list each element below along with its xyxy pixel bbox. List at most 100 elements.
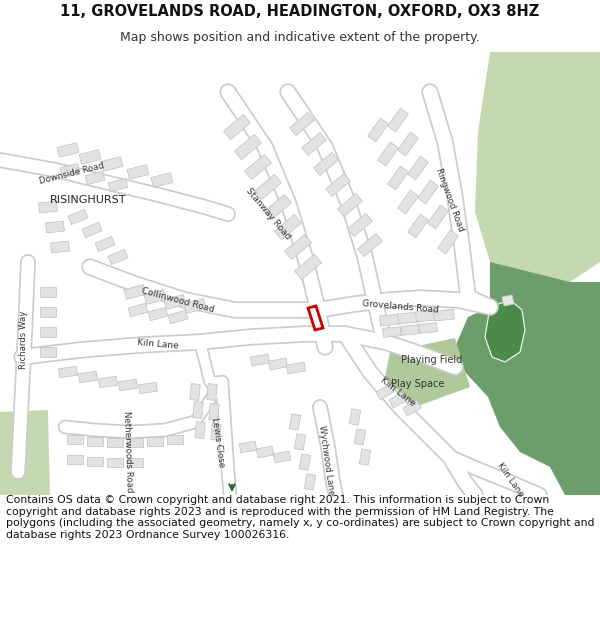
Bar [368, 118, 388, 142]
Bar [68, 209, 88, 224]
Bar [294, 434, 306, 450]
Bar [85, 171, 105, 184]
Bar [168, 311, 188, 324]
Text: Kiln Lane: Kiln Lane [137, 338, 179, 350]
Bar [265, 194, 292, 219]
Bar [347, 214, 373, 236]
Bar [377, 142, 398, 166]
Bar [101, 157, 123, 171]
Bar [314, 152, 338, 176]
Text: Map shows position and indicative extent of the property.: Map shows position and indicative extent… [120, 31, 480, 44]
Bar [148, 308, 168, 321]
Bar [195, 422, 205, 438]
Bar [124, 284, 146, 299]
Bar [224, 114, 250, 139]
Bar [40, 347, 56, 357]
Text: Lewis Close: Lewis Close [210, 416, 226, 468]
Bar [407, 156, 428, 180]
Text: Kiln Lane: Kiln Lane [495, 461, 525, 499]
Text: Kiln Lane: Kiln Lane [379, 376, 417, 408]
Bar [87, 458, 103, 466]
Polygon shape [0, 410, 50, 495]
Bar [398, 132, 418, 156]
Polygon shape [475, 52, 600, 292]
Bar [289, 414, 301, 430]
Bar [209, 404, 219, 421]
Bar [250, 354, 269, 366]
Bar [67, 456, 83, 464]
Polygon shape [485, 300, 525, 362]
Bar [235, 134, 262, 159]
Bar [128, 303, 148, 317]
Bar [38, 201, 58, 212]
Bar [164, 294, 186, 309]
Bar [268, 358, 287, 370]
Text: Playing Field: Playing Field [401, 355, 463, 365]
Text: Stanway Road: Stanway Road [244, 186, 292, 241]
Polygon shape [502, 295, 514, 306]
Bar [60, 164, 80, 176]
Bar [380, 314, 400, 326]
Bar [401, 325, 419, 335]
Bar [57, 142, 79, 158]
Text: Collinwood Road: Collinwood Road [140, 286, 215, 314]
Bar [127, 459, 143, 468]
Bar [95, 236, 115, 251]
Bar [302, 132, 326, 156]
Bar [107, 439, 123, 448]
Bar [50, 241, 70, 252]
Bar [349, 409, 361, 425]
Bar [211, 424, 221, 441]
Bar [299, 454, 311, 470]
Bar [326, 174, 350, 196]
Bar [144, 289, 166, 304]
Bar [407, 214, 428, 238]
Bar [40, 307, 56, 317]
Bar [82, 222, 102, 238]
Text: Downside Road: Downside Road [38, 162, 106, 186]
Text: Wychwood Lane: Wychwood Lane [317, 424, 335, 496]
Bar [434, 309, 454, 321]
Bar [107, 459, 123, 468]
Bar [388, 108, 409, 132]
Bar [139, 382, 158, 394]
Bar [419, 322, 437, 333]
Bar [58, 366, 77, 378]
Bar [338, 194, 362, 216]
Bar [290, 112, 314, 136]
Bar [79, 371, 98, 382]
Bar [354, 429, 366, 445]
Text: Contains OS data © Crown copyright and database right 2021. This information is : Contains OS data © Crown copyright and d… [6, 495, 595, 540]
Bar [98, 376, 118, 388]
Bar [79, 150, 101, 164]
Bar [383, 327, 401, 338]
Bar [274, 451, 290, 463]
Bar [284, 234, 311, 259]
Bar [428, 205, 448, 229]
Bar [40, 287, 56, 297]
Bar [254, 174, 281, 199]
Text: Grovelands Road: Grovelands Road [361, 299, 439, 315]
Bar [40, 327, 56, 337]
Bar [87, 438, 103, 446]
Bar [127, 439, 143, 448]
Bar [167, 436, 183, 444]
Polygon shape [385, 338, 470, 407]
Text: Ringwood Road: Ringwood Road [434, 167, 466, 233]
Bar [403, 400, 421, 416]
Bar [359, 449, 371, 465]
Bar [376, 384, 394, 400]
Bar [398, 190, 418, 214]
Text: Richards Way: Richards Way [19, 311, 29, 369]
Bar [388, 166, 409, 190]
Bar [304, 474, 316, 490]
Bar [389, 392, 407, 408]
Text: Play Space: Play Space [391, 379, 445, 389]
Bar [418, 180, 439, 204]
Bar [437, 230, 458, 254]
Bar [151, 173, 173, 188]
Bar [245, 154, 271, 179]
Bar [190, 384, 200, 401]
Bar [416, 310, 436, 322]
Bar [295, 254, 322, 279]
